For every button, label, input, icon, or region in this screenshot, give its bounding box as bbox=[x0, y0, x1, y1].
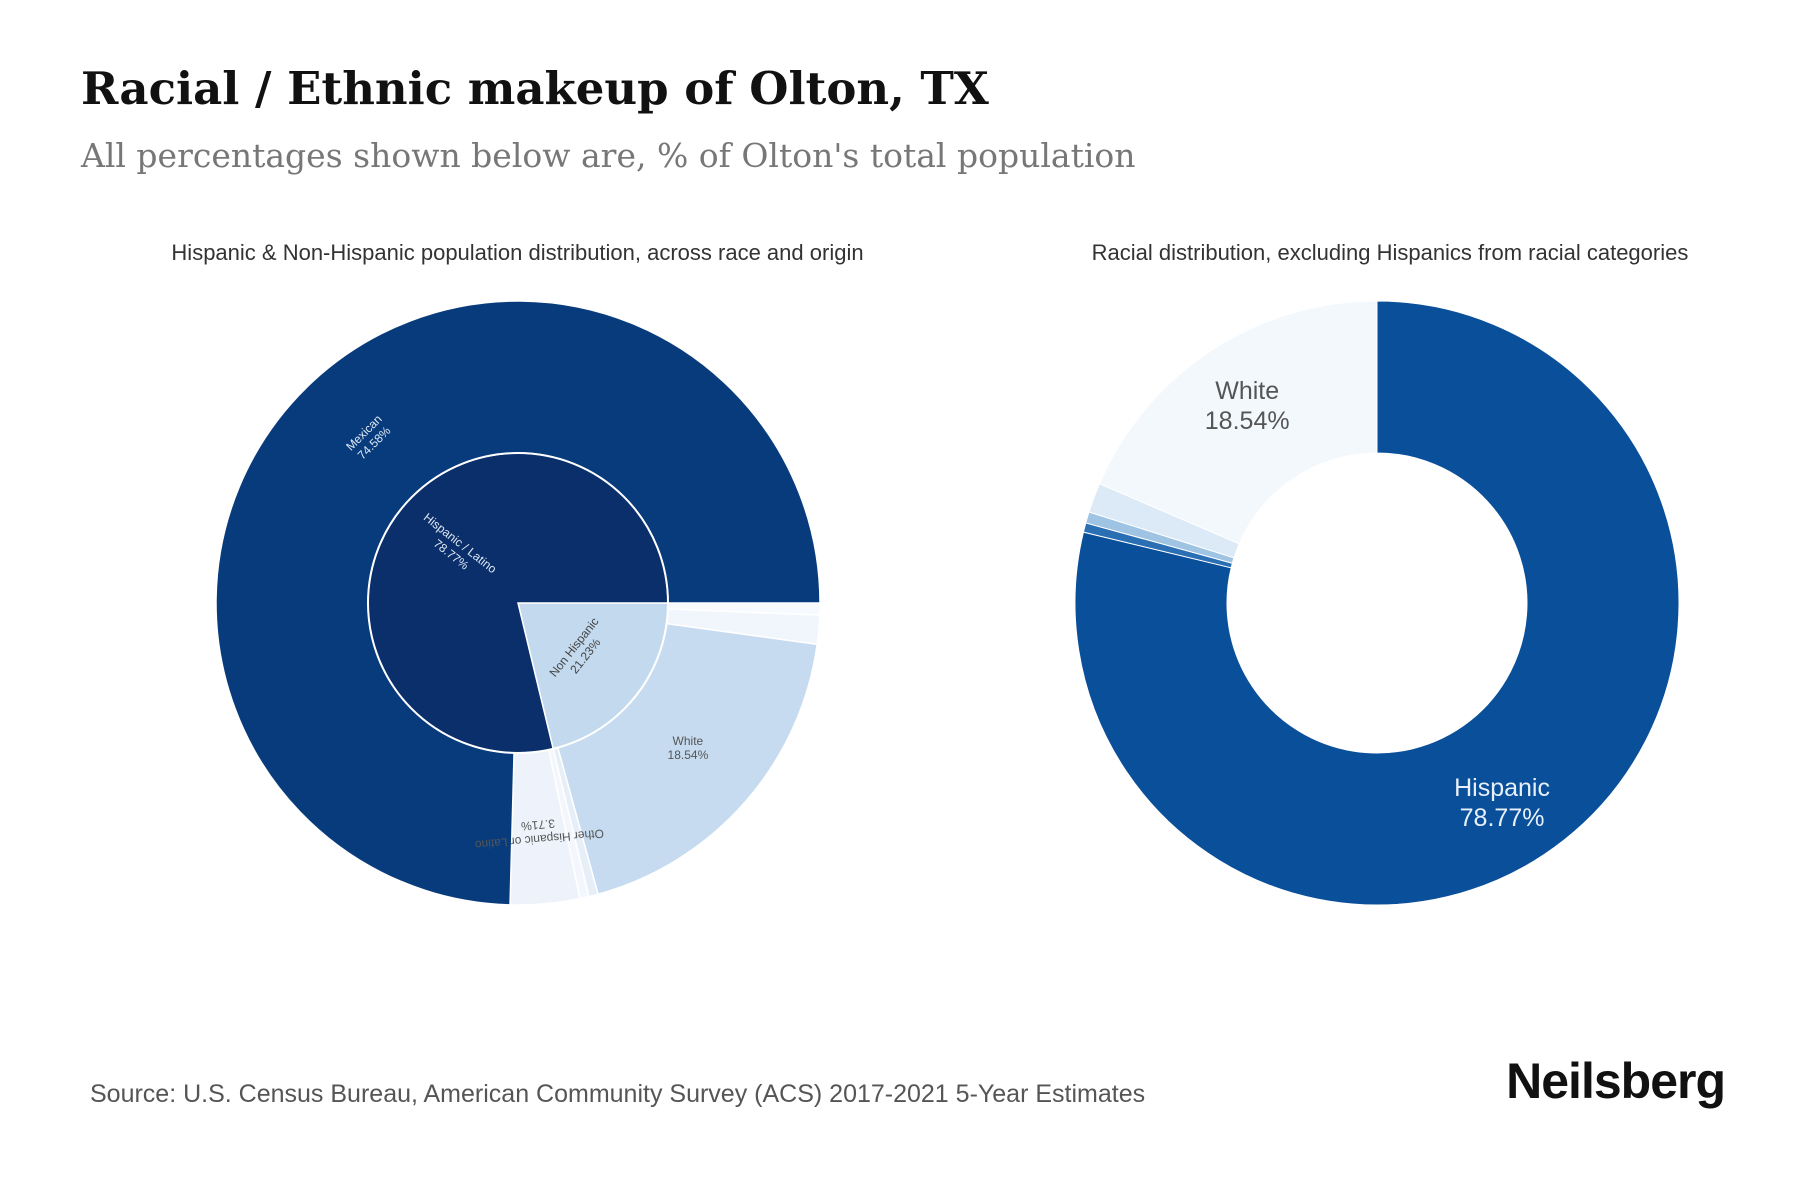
outer-white-label: White 18.54% bbox=[668, 734, 709, 762]
donut-chart-title: Racial distribution, excluding Hispanics… bbox=[1091, 240, 1689, 265]
sunburst-chart-title: Hispanic & Non-Hispanic population distr… bbox=[171, 240, 864, 265]
donut-chart: Hispanic 78.77% White 18.54% bbox=[1074, 300, 1680, 906]
inner-ring-border bbox=[367, 452, 669, 754]
source-note: Source: U.S. Census Bureau, American Com… bbox=[90, 1080, 1146, 1108]
page-title: Racial / Ethnic makeup of Olton, TX bbox=[81, 62, 989, 115]
donut-white-label: White 18.54% bbox=[1205, 377, 1290, 435]
page-subtitle: All percentages shown below are, % of Ol… bbox=[81, 136, 1136, 175]
sunburst-chart: Hispanic / Latino78.77%Non Hispanic21.23… bbox=[215, 300, 821, 906]
donut-slice-hispanic bbox=[1074, 300, 1680, 906]
brand-logo: Neilsberg bbox=[1506, 1053, 1726, 1109]
donut-hispanic-label: Hispanic 78.77% bbox=[1454, 774, 1550, 832]
donut-slice-white bbox=[1098, 300, 1378, 545]
